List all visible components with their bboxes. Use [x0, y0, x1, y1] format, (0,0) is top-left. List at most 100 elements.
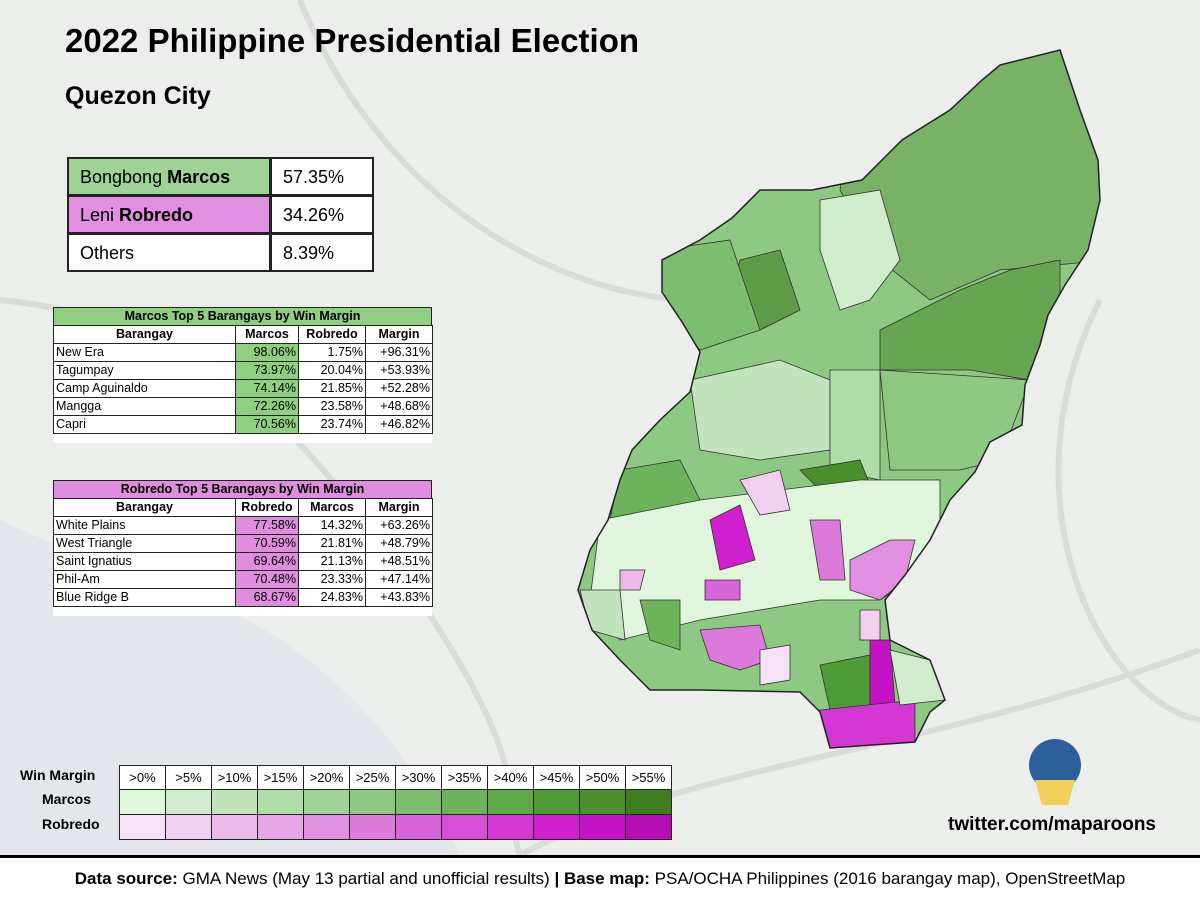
legend-bin: >55% — [625, 765, 672, 790]
table-value: 68.67% — [235, 588, 299, 607]
table-value: +46.82% — [365, 415, 433, 434]
legend-bin: >40% — [487, 765, 534, 790]
legend-bin: >0% — [119, 765, 166, 790]
cupcake-icon — [1035, 780, 1075, 805]
legend-swatch — [579, 814, 626, 840]
table-value: 77.58% — [235, 516, 299, 535]
table-value: 23.58% — [298, 397, 366, 416]
column-header: Robredo — [235, 498, 299, 517]
credit: twitter.com/maparoons — [948, 814, 1156, 835]
legend-swatch — [487, 814, 534, 840]
legend-swatch — [211, 789, 258, 815]
column-header: Barangay — [53, 325, 236, 344]
legend-bin: >20% — [303, 765, 350, 790]
globe-icon — [1029, 739, 1081, 791]
barangay-name: Phil-Am — [53, 570, 236, 589]
table-value: 21.81% — [298, 534, 366, 553]
legend-swatch — [441, 789, 488, 815]
table-value: 73.97% — [235, 361, 299, 380]
table-value: 23.33% — [298, 570, 366, 589]
legend-swatch — [441, 814, 488, 840]
candidate-name: Leni Robredo — [67, 195, 271, 234]
summary-table: Bongbong Marcos 57.35% Leni Robredo 34.26% O… — [67, 157, 374, 272]
legend-swatch — [257, 814, 304, 840]
table-value: +52.28% — [365, 379, 433, 398]
candidate-name: Others — [67, 233, 271, 272]
legend-bin: >5% — [165, 765, 212, 790]
first-name: Bongbong — [80, 167, 163, 187]
table-value: 70.48% — [235, 570, 299, 589]
title: 2022 Philippine Presidential Election — [65, 22, 640, 59]
legend-swatch — [119, 789, 166, 815]
legend-swatch — [579, 789, 626, 815]
last-name: Robredo — [119, 205, 194, 225]
legend-swatch — [395, 789, 442, 815]
legend-swatch — [533, 814, 580, 840]
table-value: 70.56% — [235, 415, 299, 434]
table-value: 74.14% — [235, 379, 299, 398]
table-value: 72.26% — [235, 397, 299, 416]
legend-swatch — [487, 789, 534, 815]
legend-swatch — [395, 814, 442, 840]
legend-swatch — [625, 814, 672, 840]
table-value: +48.79% — [365, 534, 433, 553]
candidate-name: Bongbong Marcos — [67, 157, 271, 196]
legend-row-label: Robredo — [42, 816, 100, 832]
barangay-name: West Triangle — [53, 534, 236, 553]
basemap-label: Base map: — [563, 869, 650, 888]
vote-share: 57.35% — [270, 157, 374, 196]
table-value: +43.83% — [365, 588, 433, 607]
marcos-top-table: Marcos Top 5 Barangays by Win Margin Bara… — [53, 307, 433, 443]
legend-swatch — [119, 814, 166, 840]
table-title: Marcos Top 5 Barangays by Win Margin — [53, 307, 432, 326]
legend-bin: >45% — [533, 765, 580, 790]
table-title: Robredo Top 5 Barangays by Win Margin — [53, 480, 432, 499]
legend-swatch — [165, 814, 212, 840]
legend-swatch — [533, 789, 580, 815]
legend-swatch — [303, 814, 350, 840]
table-value: 23.74% — [298, 415, 366, 434]
table-value: +63.26% — [365, 516, 433, 535]
column-header: Barangay — [53, 498, 236, 517]
legend-bin: >10% — [211, 765, 258, 790]
table-value: 21.85% — [298, 379, 366, 398]
legend: Win Margin >0% >5% >10% >15% >20% >25% >30% >35%… — [15, 765, 675, 845]
table-value: +47.14% — [365, 570, 433, 589]
barangay-name: New Era — [53, 343, 236, 362]
column-header: Marcos — [298, 498, 366, 517]
column-header: Robredo — [298, 325, 366, 344]
legend-bin: >30% — [395, 765, 442, 790]
table-value: +48.51% — [365, 552, 433, 571]
legend-bin: >15% — [257, 765, 304, 790]
legend-swatch — [349, 789, 396, 815]
table-value: 70.59% — [235, 534, 299, 553]
table-value: +53.93% — [365, 361, 433, 380]
barangay-name: Blue Ridge B — [53, 588, 236, 607]
table-value: +48.68% — [365, 397, 433, 416]
legend-swatch — [211, 814, 258, 840]
barangay-name: Camp Aguinaldo — [53, 379, 236, 398]
table-value: 21.13% — [298, 552, 366, 571]
legend-swatch — [303, 789, 350, 815]
legend-label: Win Margin — [20, 767, 96, 783]
first-name: Others — [80, 243, 135, 263]
source-label: Data source: — [74, 869, 178, 888]
barangay-name: Mangga — [53, 397, 236, 416]
legend-swatch — [165, 789, 212, 815]
separator: | — [554, 869, 560, 888]
legend-bin: >25% — [349, 765, 396, 790]
table-value: 20.04% — [298, 361, 366, 380]
table-value: 69.64% — [235, 552, 299, 571]
vote-share: 34.26% — [270, 195, 374, 234]
legend-swatch — [257, 789, 304, 815]
barangay-name: Saint Ignatius — [53, 552, 236, 571]
footer: Data source: GMA News (May 13 partial an… — [0, 855, 1200, 900]
last-name: Marcos — [167, 167, 231, 187]
table-value: +96.31% — [365, 343, 433, 362]
column-header: Margin — [365, 498, 433, 517]
subtitle: Quezon City — [65, 82, 211, 110]
source: GMA News (May 13 partial and unofficial … — [182, 869, 550, 888]
barangay-name: White Plains — [53, 516, 236, 535]
barangay-name: Tagumpay — [53, 361, 236, 380]
